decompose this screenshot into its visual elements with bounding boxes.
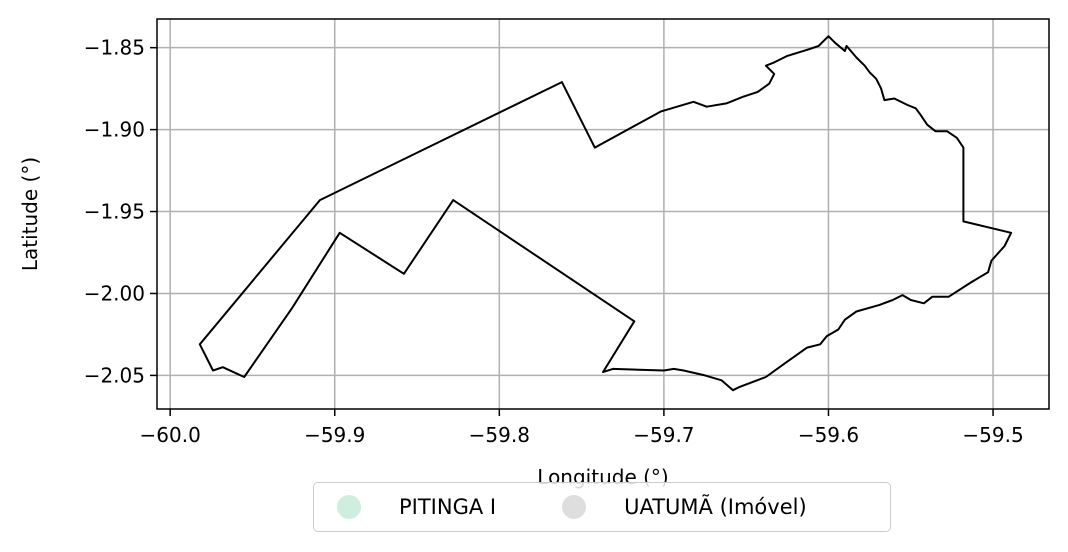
legend-marker-pitinga: [337, 495, 361, 519]
plot-background: [157, 19, 1049, 409]
y-tick-label: −1.85: [84, 36, 145, 60]
x-tick-label: −59.9: [304, 423, 365, 447]
y-axis-title: Latitude (°): [18, 157, 42, 271]
x-tick-label: −60.0: [140, 423, 201, 447]
legend-marker-uatuma: [562, 495, 587, 519]
y-tick-label: −2.00: [84, 281, 145, 305]
x-tick-label: −59.8: [469, 423, 530, 447]
legend-label-uatuma: UATUMÃ (Imóvel): [624, 495, 807, 519]
ticks: [150, 46, 994, 416]
x-tick-label: −59.6: [798, 423, 859, 447]
legend-entry-pitinga: PITINGA I: [337, 495, 496, 519]
gridlines: [157, 19, 1049, 409]
property-boundary: [198, 35, 1013, 392]
plot-frame: [156, 18, 1050, 410]
x-tick-label: −59.7: [633, 423, 694, 447]
x-tick-labels: −60.0 −59.9 −59.8 −59.7 −59.6 −59.5: [140, 423, 1024, 447]
y-tick-labels: −1.85 −1.90 −1.95 −2.00 −2.05: [84, 36, 145, 388]
y-tick-label: −2.05: [84, 363, 145, 387]
legend: PITINGA I UATUMÃ (Imóvel): [313, 482, 891, 532]
y-tick-label: −1.90: [84, 118, 145, 142]
y-tick-label: −1.95: [84, 200, 145, 224]
x-tick-label: −59.5: [962, 423, 1023, 447]
legend-label-pitinga: PITINGA I: [399, 495, 497, 519]
legend-entry-uatuma: UATUMÃ (Imóvel): [562, 495, 807, 519]
